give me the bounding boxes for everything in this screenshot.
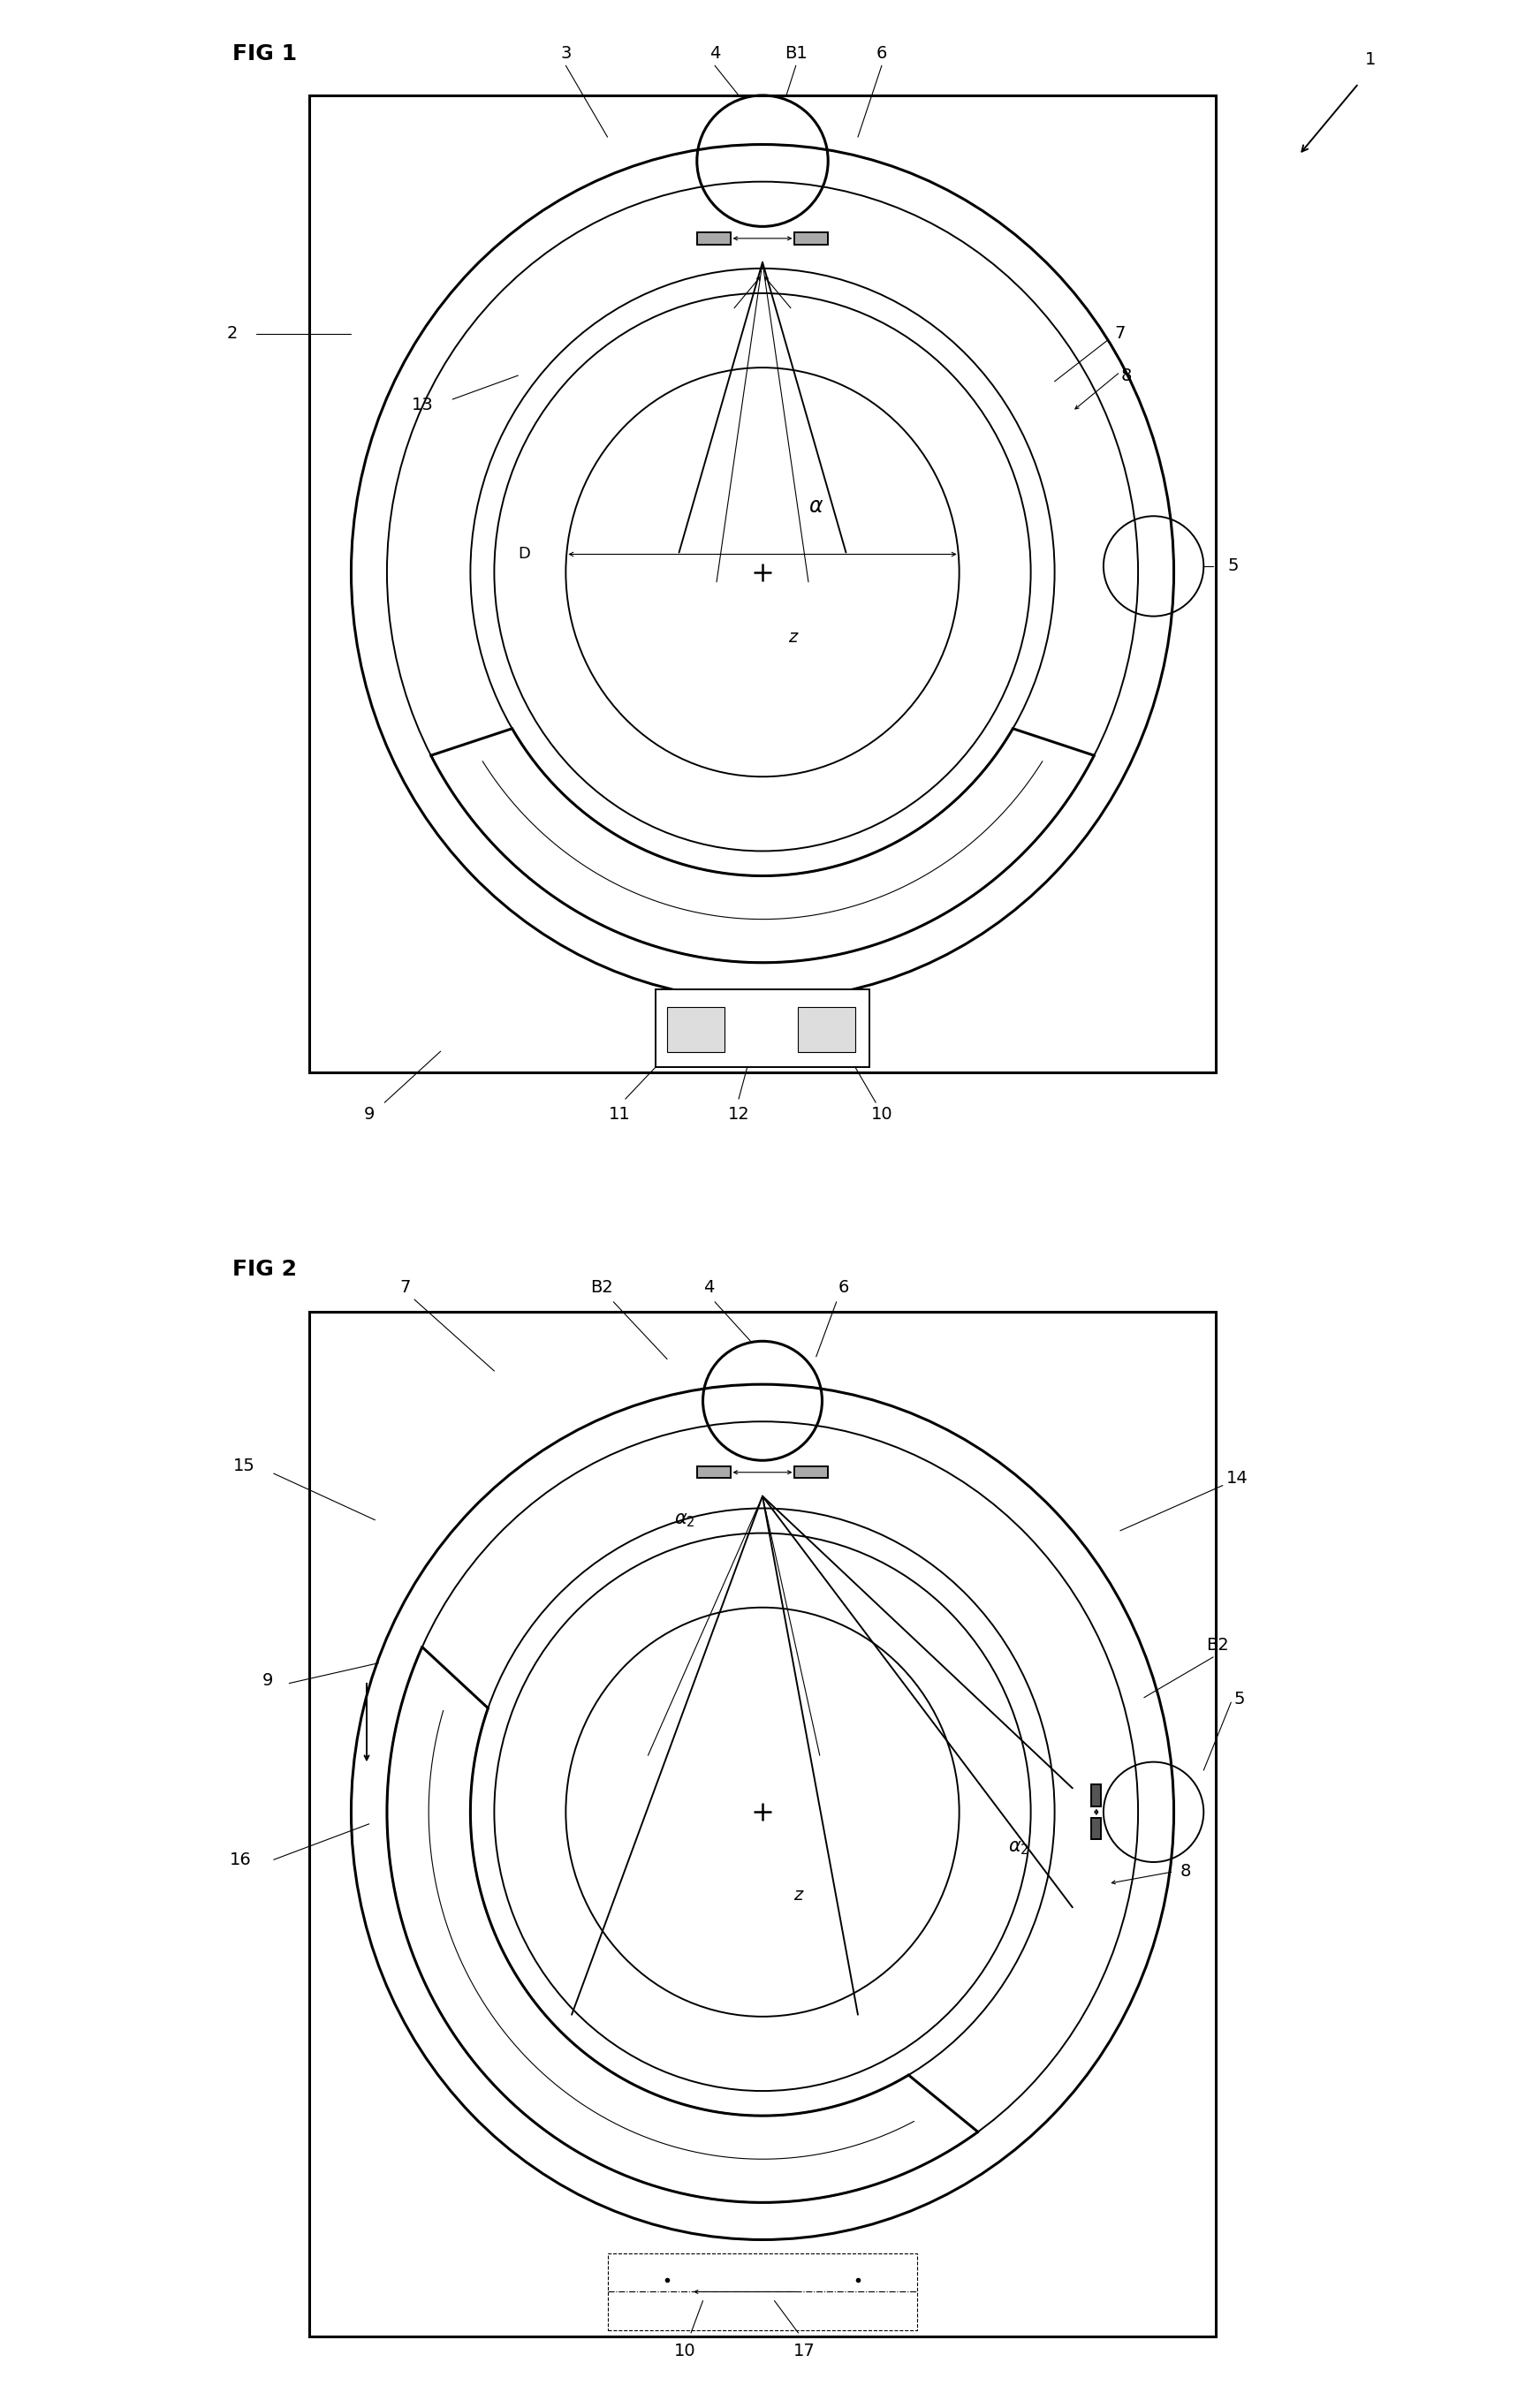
Bar (310, 1312, 1215, 2336)
Text: 13: 13 (412, 397, 433, 414)
Text: 3: 3 (560, 46, 572, 63)
Bar (697, 234, 730, 243)
Text: 8: 8 (1180, 1864, 1191, 1881)
Text: 1: 1 (1365, 51, 1376, 67)
Text: 7: 7 (400, 1279, 410, 1296)
Bar (697, 1466, 730, 1479)
Text: 9: 9 (363, 1105, 375, 1122)
Text: 12: 12 (727, 1105, 750, 1122)
Bar (310, 96, 1215, 1074)
Text: B2: B2 (590, 1279, 613, 1296)
Text: 4: 4 (703, 1279, 714, 1296)
Text: 6: 6 (877, 46, 888, 63)
Text: 16: 16 (229, 1852, 252, 1869)
Text: 5: 5 (1228, 559, 1238, 576)
Text: 10: 10 (674, 2343, 695, 2360)
Text: 17: 17 (793, 2343, 816, 2360)
Text: $\alpha$: $\alpha$ (808, 496, 824, 518)
Text: 4: 4 (709, 46, 720, 63)
Text: 5: 5 (1234, 1690, 1244, 1707)
Text: FIG 1: FIG 1 (232, 43, 296, 65)
Bar (1092, 1818, 1101, 1840)
Text: D: D (518, 547, 531, 561)
Text: B1: B1 (784, 46, 807, 63)
Text: 2: 2 (227, 325, 238, 342)
Bar (666, 1007, 724, 1052)
Text: B2: B2 (1206, 1637, 1229, 1654)
Text: 6: 6 (839, 1279, 849, 1296)
Text: 8: 8 (1121, 366, 1132, 383)
Text: 10: 10 (871, 1105, 892, 1122)
Text: FIG 2: FIG 2 (232, 1259, 296, 1281)
Bar (1092, 1784, 1101, 1806)
Text: z: z (788, 628, 798, 645)
Bar (798, 1007, 856, 1052)
Bar (607, 2254, 918, 2331)
Text: 15: 15 (233, 1457, 255, 1474)
Text: z: z (793, 1888, 802, 1905)
Text: 11: 11 (608, 1105, 630, 1122)
Text: 9: 9 (262, 1674, 273, 1690)
Bar (795, 234, 828, 243)
Bar (656, 990, 869, 1067)
Text: $\alpha_2$: $\alpha_2$ (1008, 1840, 1029, 1857)
Text: 7: 7 (1115, 325, 1125, 342)
Text: $\alpha_2$: $\alpha_2$ (674, 1512, 695, 1529)
Text: 14: 14 (1226, 1469, 1247, 1486)
Bar (795, 1466, 828, 1479)
